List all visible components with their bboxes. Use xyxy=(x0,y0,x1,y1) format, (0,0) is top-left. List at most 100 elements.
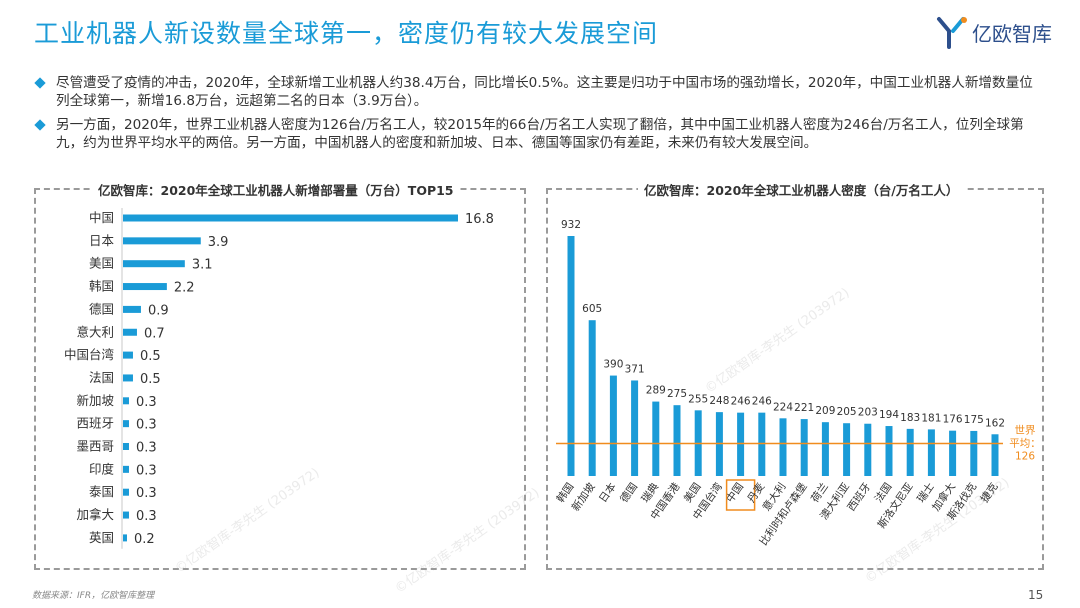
right-bar-chart: 932韩国605新加坡390日本371德国289瑞典275中国香港255美国24… xyxy=(554,219,1041,548)
bar xyxy=(737,412,745,476)
category-label: 韩国 xyxy=(89,279,114,294)
data-label: 605 xyxy=(582,303,602,315)
category-label: 美国 xyxy=(89,256,114,271)
bar xyxy=(123,305,141,313)
category-label: 墨西哥 xyxy=(76,439,114,454)
data-label: 248 xyxy=(709,395,729,407)
bullet-item: 另一方面，2020年，世界工业机器人密度为126台/万名工人，较2015年的66… xyxy=(34,116,1046,152)
category-label: 英国 xyxy=(89,530,114,545)
category-label: 印度 xyxy=(89,461,115,476)
data-label: 390 xyxy=(603,359,623,371)
bar xyxy=(567,236,575,476)
highlight-box xyxy=(725,479,756,511)
diamond-bullet-icon xyxy=(34,119,46,131)
bar xyxy=(123,511,129,519)
bar xyxy=(652,401,660,476)
data-label: 194 xyxy=(879,409,899,421)
data-label: 0.7 xyxy=(144,326,165,341)
bar xyxy=(991,434,999,476)
data-label: 162 xyxy=(985,417,1005,429)
data-label: 0.3 xyxy=(136,463,157,478)
bar xyxy=(123,260,185,268)
data-label: 203 xyxy=(858,407,878,419)
data-label: 0.3 xyxy=(136,418,157,433)
data-label: 0.3 xyxy=(136,486,157,501)
data-label: 16.8 xyxy=(465,212,494,227)
data-label: 0.3 xyxy=(136,509,157,524)
bar xyxy=(949,430,957,476)
bar xyxy=(631,380,639,476)
category-label: 新加坡 xyxy=(569,480,598,514)
data-label: 176 xyxy=(943,414,963,426)
data-label: 205 xyxy=(837,406,857,418)
logo-text: 亿欧智库 xyxy=(972,22,1052,46)
data-label: 209 xyxy=(815,405,835,417)
bar xyxy=(821,422,829,476)
logo-icon xyxy=(937,17,967,49)
bar xyxy=(123,351,133,359)
data-label: 255 xyxy=(688,393,708,405)
category-label: 泰国 xyxy=(89,484,114,499)
data-label: 2.2 xyxy=(174,281,195,296)
bar xyxy=(123,237,201,245)
data-label: 175 xyxy=(964,414,984,426)
bar xyxy=(800,419,808,476)
bar xyxy=(123,283,167,291)
page-title: 工业机器人新设数量全球第一，密度仍有较大发展空间 xyxy=(34,19,659,48)
data-label: 289 xyxy=(646,385,666,397)
category-label: 法国 xyxy=(89,370,114,385)
brand-logo: 亿欧智库 xyxy=(935,15,1060,49)
data-label: 275 xyxy=(667,388,687,400)
category-label: 日本 xyxy=(89,233,115,248)
data-label: 0.3 xyxy=(136,441,157,456)
bullet-text: 另一方面，2020年，世界工业机器人密度为126台/万名工人，较2015年的66… xyxy=(56,117,1024,151)
diamond-bullet-icon xyxy=(34,77,46,89)
category-label: 中国台湾 xyxy=(64,347,114,362)
data-label: 3.9 xyxy=(208,235,229,250)
bullet-item: 尽管遭受了疫情的冲击，2020年，全球新增工业机器人约38.4万台，同比增长0.… xyxy=(34,74,1046,110)
bar xyxy=(779,418,787,476)
data-source: 数据来源：IFR，亿欧智库整理 xyxy=(32,591,155,601)
bar xyxy=(885,426,893,476)
bar xyxy=(123,443,129,450)
bar xyxy=(758,412,766,476)
bar xyxy=(123,328,137,336)
data-label: 224 xyxy=(773,401,793,413)
data-label: 246 xyxy=(752,396,772,408)
data-label: 183 xyxy=(900,412,920,424)
data-label: 246 xyxy=(731,396,751,408)
category-label: 中国 xyxy=(89,210,114,225)
bar xyxy=(970,430,978,476)
category-label: 西班牙 xyxy=(76,416,114,431)
category-label: 德国 xyxy=(617,480,640,505)
data-label: 181 xyxy=(921,412,941,424)
bar xyxy=(123,488,129,496)
bullet-text: 尽管遭受了疫情的冲击，2020年，全球新增工业机器人约38.4万台，同比增长0.… xyxy=(56,75,1033,109)
data-label: 932 xyxy=(561,219,581,231)
reference-value: 126 xyxy=(1015,451,1035,463)
reference-label: 平均： xyxy=(1009,438,1041,450)
bar xyxy=(609,375,617,476)
bar xyxy=(673,405,681,476)
bullet-list: 尽管遭受了疫情的冲击，2020年，全球新增工业机器人约38.4万台，同比增长0.… xyxy=(34,74,1046,158)
category-label: 意大利 xyxy=(76,324,114,339)
reference-label: 世界 xyxy=(1015,425,1037,437)
bar xyxy=(588,320,596,476)
right-chart-title: 亿欧智库：2020年全球工业机器人密度（台/万名工人） xyxy=(638,180,965,199)
bar xyxy=(123,465,129,473)
data-label: 0.2 xyxy=(134,532,155,547)
data-label: 0.5 xyxy=(140,372,161,387)
bar xyxy=(123,214,458,222)
category-label: 西班牙 xyxy=(845,481,873,514)
left-bar-chart: 中国 16.8 日本 3.9 美国 3.1 韩国 2.2 德国 0.9 意大利 0.7 中国台湾 0.5 法… xyxy=(64,208,494,549)
page-number: 15 xyxy=(1028,588,1044,602)
data-label: 0.3 xyxy=(136,395,157,410)
category-label: 捷克 xyxy=(978,480,1001,505)
data-label: 371 xyxy=(625,363,645,375)
data-label: 221 xyxy=(794,402,814,414)
bar xyxy=(906,428,914,476)
data-label: 0.5 xyxy=(140,349,161,364)
category-label: 加拿大 xyxy=(76,507,114,522)
data-label: 3.1 xyxy=(192,258,213,273)
bar xyxy=(843,423,851,476)
